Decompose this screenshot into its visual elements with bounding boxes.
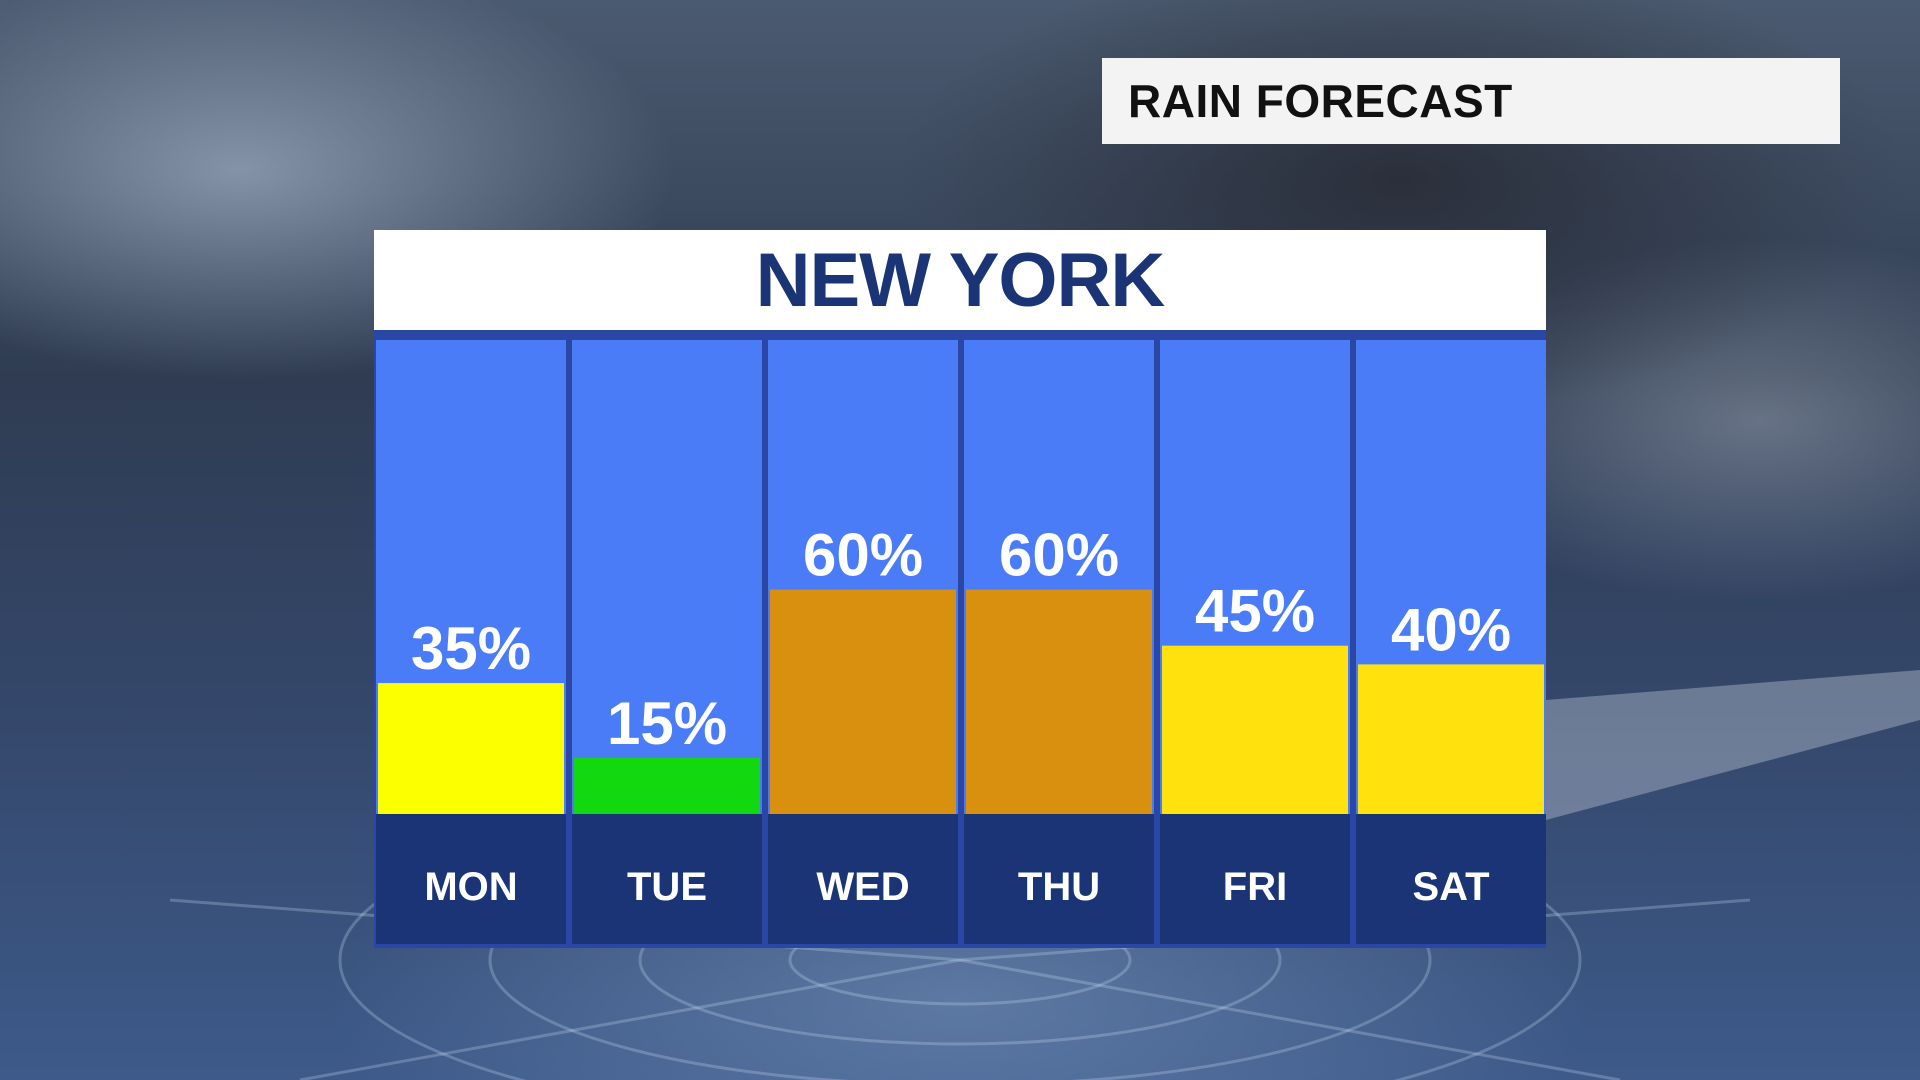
day-label-fri: FRI xyxy=(1223,865,1287,909)
day-band-fri xyxy=(1160,814,1350,944)
value-label-mon: 35% xyxy=(411,615,531,682)
header-title: RAIN FORECAST xyxy=(1128,75,1513,127)
chart-background xyxy=(374,330,1546,948)
value-label-wed: 60% xyxy=(803,522,923,589)
day-band-mon xyxy=(376,814,566,944)
day-label-thu: THU xyxy=(1018,865,1100,909)
bar-sat xyxy=(1358,664,1544,814)
bar-fri xyxy=(1162,645,1348,814)
day-label-mon: MON xyxy=(424,865,517,909)
day-band-sat xyxy=(1356,814,1546,944)
day-band-wed xyxy=(768,814,958,944)
day-label-tue: TUE xyxy=(627,865,707,909)
bar-wed xyxy=(770,589,956,814)
value-label-thu: 60% xyxy=(999,522,1119,589)
rain-forecast-header: RAIN FORECAST xyxy=(1102,58,1840,144)
forecast-panel: NEW YORK 35% MON 15% TUE 60% WED 60% THU 45% FRI 4… xyxy=(374,230,1546,948)
day-band-thu xyxy=(964,814,1154,944)
day-label-wed: WED xyxy=(816,865,909,909)
column-tue xyxy=(572,340,762,814)
day-band-tue xyxy=(572,814,762,944)
value-label-tue: 15% xyxy=(607,690,727,757)
bar-tue xyxy=(574,757,760,814)
day-label-sat: SAT xyxy=(1412,865,1489,909)
city-title-box: NEW YORK xyxy=(374,230,1546,330)
rain-chance-chart: 35% MON 15% TUE 60% WED 60% THU 45% FRI 40% SAT xyxy=(374,330,1546,948)
value-label-sat: 40% xyxy=(1391,596,1511,663)
chart-title: NEW YORK xyxy=(755,237,1166,323)
value-label-fri: 45% xyxy=(1195,578,1315,645)
bar-mon xyxy=(378,683,564,814)
bar-thu xyxy=(966,589,1152,814)
